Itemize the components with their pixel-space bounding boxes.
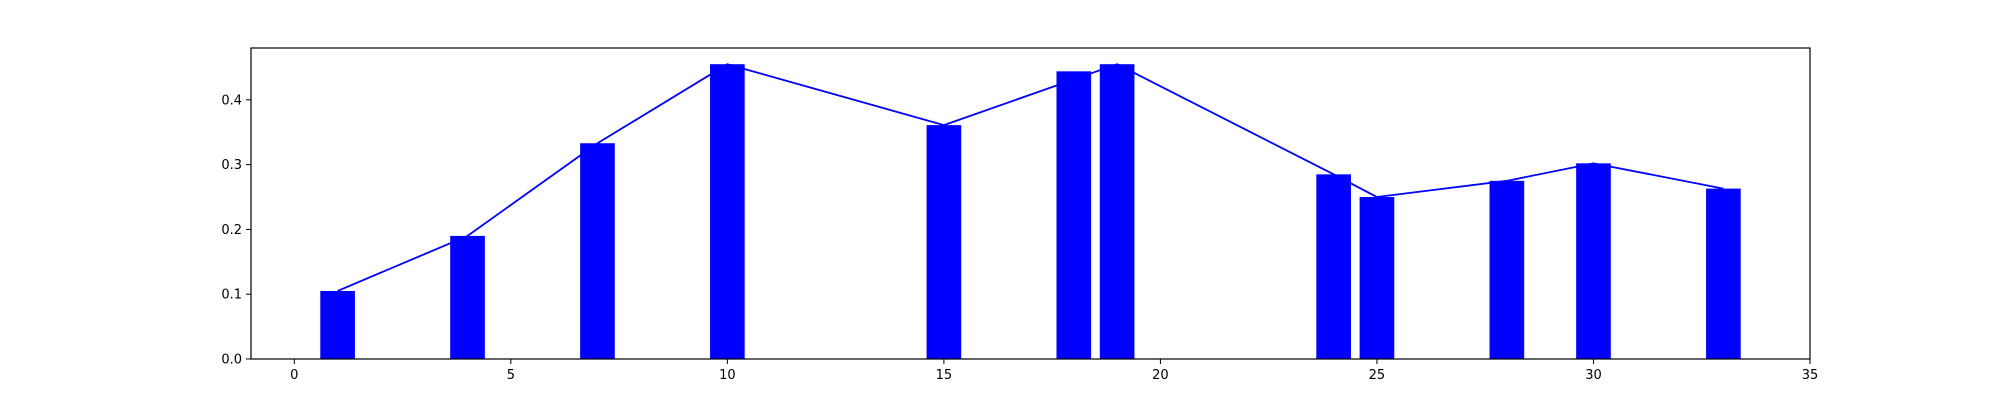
- bar-10: [1576, 163, 1611, 359]
- x-axis: 0 5 10 15 20 25 30 35: [290, 359, 1818, 383]
- y-tick-label-0: 0.0: [221, 353, 242, 368]
- y-tick-label-4: 0.4: [221, 93, 242, 108]
- bar-3: [710, 64, 745, 360]
- x-tick-label-1: 5: [507, 368, 515, 383]
- x-tick-label-2: 10: [719, 368, 736, 383]
- bars-layer: [320, 64, 1741, 360]
- plot-frame: [250, 47, 1811, 360]
- x-tick-label-0: 0: [290, 368, 298, 383]
- bar-5: [1056, 71, 1092, 359]
- bar-6: [1099, 64, 1135, 360]
- bar-1: [450, 235, 485, 359]
- series-line: [337, 63, 1724, 292]
- x-tick-label-5: 25: [1369, 368, 1386, 383]
- y-tick-label-1: 0.1: [221, 288, 242, 303]
- bar-9: [1489, 180, 1525, 359]
- y-tick-label-2: 0.2: [221, 223, 242, 238]
- x-tick-label-3: 15: [936, 368, 953, 383]
- bar-4: [926, 125, 962, 359]
- y-tick-label-3: 0.3: [221, 158, 242, 173]
- bar-7: [1316, 174, 1351, 359]
- x-tick-label-6: 30: [1585, 368, 1602, 383]
- bar-0: [320, 290, 355, 359]
- line-layer: [337, 63, 1724, 292]
- bar-11: [1706, 188, 1741, 359]
- y-axis: 0.0 0.1 0.2 0.3 0.4: [221, 93, 251, 368]
- x-tick-label-4: 20: [1152, 368, 1169, 383]
- x-tick-label-7: 35: [1802, 368, 1819, 383]
- bar-8: [1359, 197, 1395, 359]
- bar-2: [580, 143, 615, 359]
